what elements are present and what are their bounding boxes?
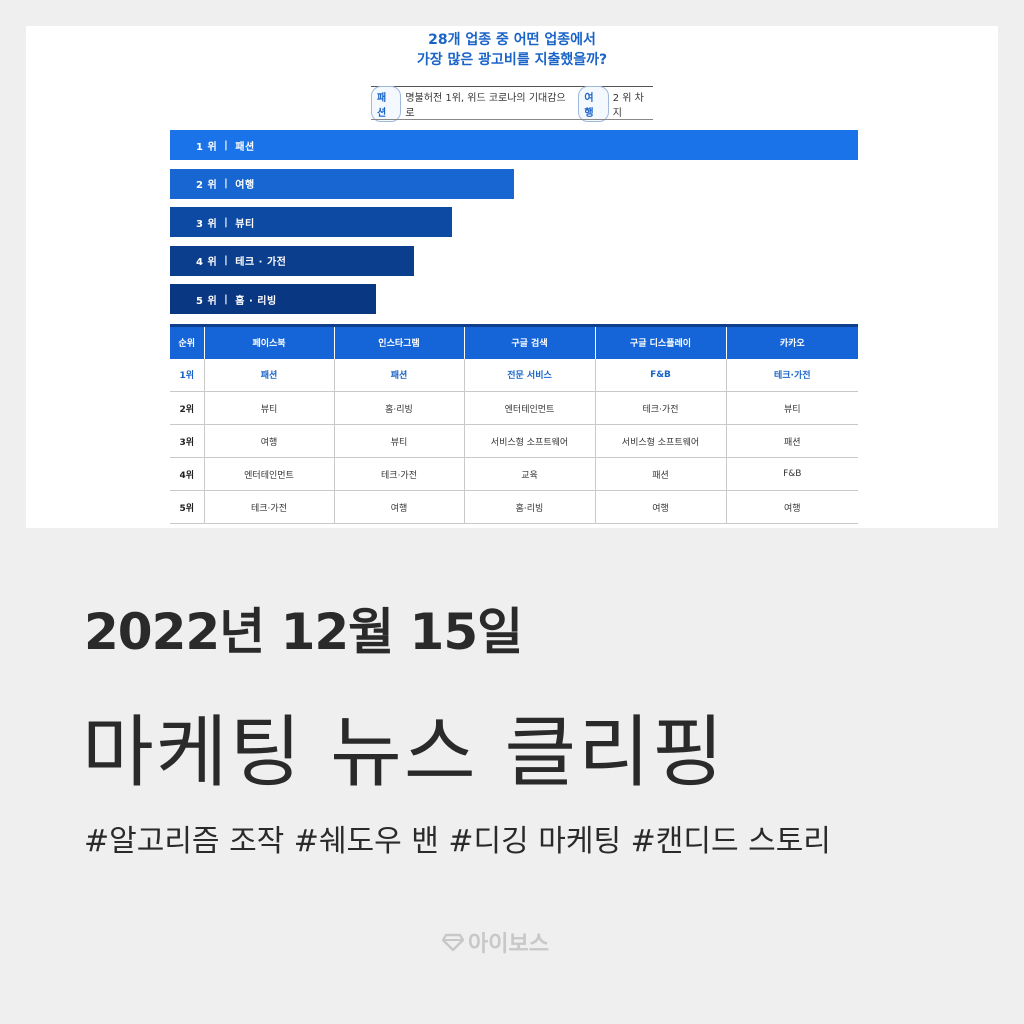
table-row: 5위 테크·가전 여행 홈·리빙 여행 여행 — [170, 490, 858, 524]
table-cell: 엔터테인먼트 — [203, 457, 334, 491]
platform-ranking-table: 순위 페이스북 인스타그램 구글 검색 구글 디스플레이 카카오 1위 패션 패션 전문 서비스… — [170, 324, 858, 524]
table-cell: F&B — [725, 457, 858, 491]
table-cell: 여행 — [725, 490, 858, 524]
bar-category-label: 테크 · 가전 — [235, 257, 287, 268]
table-cell: 3위 — [170, 424, 204, 458]
bar-rank-1: 1 위 | 패션 — [170, 130, 858, 160]
table-header-cell: 카카오 — [725, 325, 858, 359]
table-cell: 홈·리빙 — [333, 391, 464, 425]
bar-separator: | — [224, 293, 229, 305]
bar-rank-label: 4 위 — [196, 257, 218, 268]
bar-rank-5: 5 위 | 홈 · 리빙 — [170, 284, 377, 314]
bar-category-label: 여행 — [235, 180, 255, 191]
bar-category-label: 홈 · 리빙 — [235, 295, 277, 307]
table-cell: 서비스형 소프트웨어 — [463, 424, 595, 458]
table-cell: 뷰티 — [203, 391, 334, 425]
ranking-bar-chart: 1 위 | 패션 2 위 | 여행 3 위 | 뷰티 4 위 | 테크 · 가전 5 위 | 홈 · 리빙 — [170, 130, 860, 320]
table-cell: 여행 — [203, 424, 334, 458]
diamond-logo-icon — [442, 933, 464, 952]
table-cell: 뷰티 — [725, 391, 858, 425]
bar-rank-label: 5 위 — [196, 295, 218, 307]
table-cell: 뷰티 — [333, 424, 464, 458]
subtitle-pill-fashion: 패션 — [371, 86, 402, 122]
brand-logo: 아이보스 — [442, 926, 549, 958]
bar-category-label: 뷰티 — [235, 218, 255, 230]
bar-rank-label: 2 위 — [196, 180, 218, 191]
table-cell: 전문 서비스 — [463, 358, 595, 392]
table-cell: 홈·리빙 — [463, 490, 595, 524]
bar-category-label: 패션 — [235, 141, 255, 153]
table-cell: 패션 — [725, 424, 858, 458]
bar-separator: | — [224, 216, 229, 228]
table-row: 4위 엔터테인먼트 테크·가전 교육 패션 F&B — [170, 457, 858, 491]
chart-title-line1: 28개 업종 중 어떤 업종에서 — [428, 32, 596, 48]
table-row: 3위 여행 뷰티 서비스형 소프트웨어 서비스형 소프트웨어 패션 — [170, 424, 858, 458]
bar-separator: | — [224, 255, 229, 266]
table-row: 1위 패션 패션 전문 서비스 F&B 테크·가전 — [170, 358, 858, 392]
table-cell: F&B — [594, 358, 726, 392]
bar-rank-2: 2 위 | 여행 — [170, 168, 514, 199]
chart-title-line2: 가장 많은 광고비를 지출했을까? — [416, 52, 608, 68]
title-divider — [371, 86, 653, 87]
bar-separator: | — [224, 139, 229, 151]
table-header-row: 순위 페이스북 인스타그램 구글 검색 구글 디스플레이 카카오 — [170, 325, 858, 359]
table-cell: 엔터테인먼트 — [463, 391, 595, 425]
logo-text: 아이보스 — [468, 932, 549, 957]
bar-rank-label: 1 위 — [196, 141, 218, 153]
table-cell: 1위 — [170, 358, 204, 392]
article-image-card: 28개 업종 중 어떤 업종에서 가장 많은 광고비를 지출했을까? 패션 명불… — [26, 26, 998, 528]
table-cell: 테크·가전 — [725, 358, 858, 392]
table-header-cell: 페이스북 — [203, 325, 334, 359]
table-cell: 테크·가전 — [203, 490, 334, 524]
bar-rank-4: 4 위 | 테크 · 가전 — [170, 245, 415, 276]
subtitle-text-2: 2 위 차지 — [612, 93, 644, 119]
table-header-cell: 구글 디스플레이 — [594, 325, 726, 359]
page-title: 마케팅 뉴스 클리핑 — [82, 708, 726, 798]
table-cell: 서비스형 소프트웨어 — [594, 424, 726, 458]
table-cell: 2위 — [170, 391, 204, 425]
subtitle-divider — [371, 119, 653, 120]
table-header-cell: 인스타그램 — [333, 325, 464, 359]
bar-rank-label: 3 위 — [196, 218, 218, 230]
hashtags: #알고리즘 조작 #쉐도우 밴 #디깅 마케팅 #캔디드 스토리 — [84, 824, 831, 859]
chart-subtitle: 패션 명불허전 1위, 위드 코로나의 기대감으로 여행 2 위 차지 — [371, 86, 653, 122]
subtitle-pill-travel: 여행 — [578, 86, 609, 122]
table-cell: 패션 — [594, 457, 726, 491]
table-cell: 5위 — [170, 490, 204, 524]
table-row: 2위 뷰티 홈·리빙 엔터테인먼트 테크·가전 뷰티 — [170, 391, 858, 425]
table-cell: 패션 — [203, 358, 334, 392]
subtitle-text-1: 명불허전 1위, 위드 코로나의 기대감으로 — [405, 93, 566, 119]
table-header-cell: 순위 — [170, 325, 204, 359]
table-cell: 교육 — [463, 457, 595, 491]
table-cell: 테크·가전 — [594, 391, 726, 425]
bar-separator: | — [224, 178, 229, 189]
bar-rank-3: 3 위 | 뷰티 — [170, 207, 453, 237]
date-heading: 2022년 12월 15일 — [84, 603, 523, 661]
table-cell: 여행 — [594, 490, 726, 524]
table-header-cell: 구글 검색 — [463, 325, 595, 359]
table-cell: 패션 — [333, 358, 464, 392]
table-cell: 테크·가전 — [333, 457, 464, 491]
chart-title: 28개 업종 중 어떤 업종에서 가장 많은 광고비를 지출했을까? — [26, 30, 998, 70]
table-cell: 4위 — [170, 457, 204, 491]
table-cell: 여행 — [333, 490, 464, 524]
